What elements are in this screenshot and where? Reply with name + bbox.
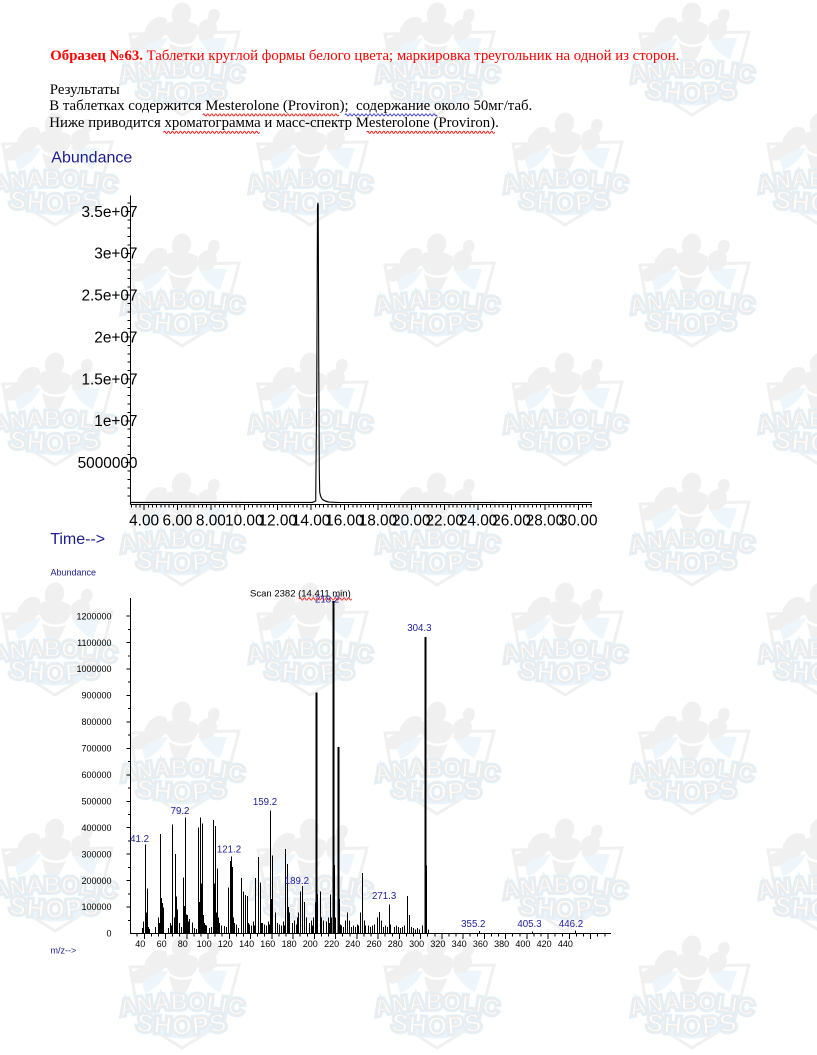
svg-text:18.00: 18.00 xyxy=(359,512,398,529)
svg-text:2e+07: 2e+07 xyxy=(94,329,137,346)
svg-text:5000000: 5000000 xyxy=(78,455,138,472)
svg-text:41.2: 41.2 xyxy=(130,834,149,845)
svg-text:120: 120 xyxy=(218,939,233,949)
svg-text:1200000: 1200000 xyxy=(76,611,111,621)
svg-text:79.2: 79.2 xyxy=(171,806,190,817)
svg-text:20.00: 20.00 xyxy=(392,512,431,529)
svg-text:440: 440 xyxy=(558,939,573,949)
svg-text:160: 160 xyxy=(260,939,275,949)
svg-text:405.3: 405.3 xyxy=(517,919,541,930)
svg-text:0: 0 xyxy=(106,929,111,939)
svg-text:3.5e+07: 3.5e+07 xyxy=(81,204,137,221)
svg-text:26.00: 26.00 xyxy=(492,512,531,529)
svg-text:1.5e+07: 1.5e+07 xyxy=(81,371,137,388)
svg-text:Abundance: Abundance xyxy=(51,150,132,167)
svg-text:280: 280 xyxy=(388,939,403,949)
svg-text:340: 340 xyxy=(452,939,467,949)
svg-text:304.3: 304.3 xyxy=(407,623,431,634)
svg-text:271.3: 271.3 xyxy=(372,891,396,902)
svg-text:24.00: 24.00 xyxy=(459,512,498,529)
svg-text:360: 360 xyxy=(473,939,488,949)
svg-text:600000: 600000 xyxy=(81,770,111,780)
svg-text:900000: 900000 xyxy=(81,691,111,701)
svg-text:60: 60 xyxy=(157,939,167,949)
svg-text:12.00: 12.00 xyxy=(258,512,297,529)
svg-text:380: 380 xyxy=(494,939,509,949)
svg-text:Time-->: Time--> xyxy=(50,531,105,548)
svg-text:300: 300 xyxy=(409,939,424,949)
svg-text:14.00: 14.00 xyxy=(292,512,331,529)
svg-text:240: 240 xyxy=(345,939,360,949)
svg-text:1e+07: 1e+07 xyxy=(94,413,137,430)
svg-text:446.2: 446.2 xyxy=(559,919,583,930)
svg-text:420: 420 xyxy=(537,939,552,949)
svg-text:800000: 800000 xyxy=(81,717,111,727)
svg-text:m/z-->: m/z--> xyxy=(51,946,77,956)
svg-text:400000: 400000 xyxy=(81,823,111,833)
svg-text:8.00: 8.00 xyxy=(196,512,226,529)
svg-text:400: 400 xyxy=(515,939,530,949)
svg-text:2.5e+07: 2.5e+07 xyxy=(81,288,137,305)
svg-text:320: 320 xyxy=(430,939,445,949)
svg-text:140: 140 xyxy=(239,939,254,949)
svg-text:40: 40 xyxy=(135,939,145,949)
svg-text:3e+07: 3e+07 xyxy=(94,246,137,263)
svg-text:300000: 300000 xyxy=(81,849,111,859)
svg-text:121.2: 121.2 xyxy=(217,845,241,856)
svg-text:260: 260 xyxy=(367,939,382,949)
svg-text:200000: 200000 xyxy=(81,876,111,886)
svg-text:189.2: 189.2 xyxy=(285,876,309,887)
svg-text:700000: 700000 xyxy=(81,744,111,754)
svg-text:1100000: 1100000 xyxy=(77,638,111,648)
svg-text:4.00: 4.00 xyxy=(129,512,159,529)
svg-text:22.00: 22.00 xyxy=(425,512,464,529)
svg-text:100000: 100000 xyxy=(81,902,111,912)
svg-text:218.2: 218.2 xyxy=(315,595,339,606)
svg-text:30.00: 30.00 xyxy=(559,512,598,529)
svg-text:500000: 500000 xyxy=(81,797,111,807)
svg-text:1000000: 1000000 xyxy=(76,664,111,674)
svg-text:10.00: 10.00 xyxy=(225,512,264,529)
svg-text:6.00: 6.00 xyxy=(163,512,193,529)
svg-text:100: 100 xyxy=(197,939,212,949)
svg-text:220: 220 xyxy=(324,939,339,949)
svg-text:Abundance: Abundance xyxy=(51,568,97,578)
svg-text:16.00: 16.00 xyxy=(325,512,364,529)
svg-text:200: 200 xyxy=(303,939,318,949)
svg-text:28.00: 28.00 xyxy=(526,512,565,529)
svg-text:180: 180 xyxy=(282,939,297,949)
svg-text:159.2: 159.2 xyxy=(253,797,277,808)
svg-text:80: 80 xyxy=(178,939,188,949)
svg-text:Scan 2382 (14.411 min): Scan 2382 (14.411 min) xyxy=(250,588,351,599)
svg-text:355.2: 355.2 xyxy=(461,919,485,930)
